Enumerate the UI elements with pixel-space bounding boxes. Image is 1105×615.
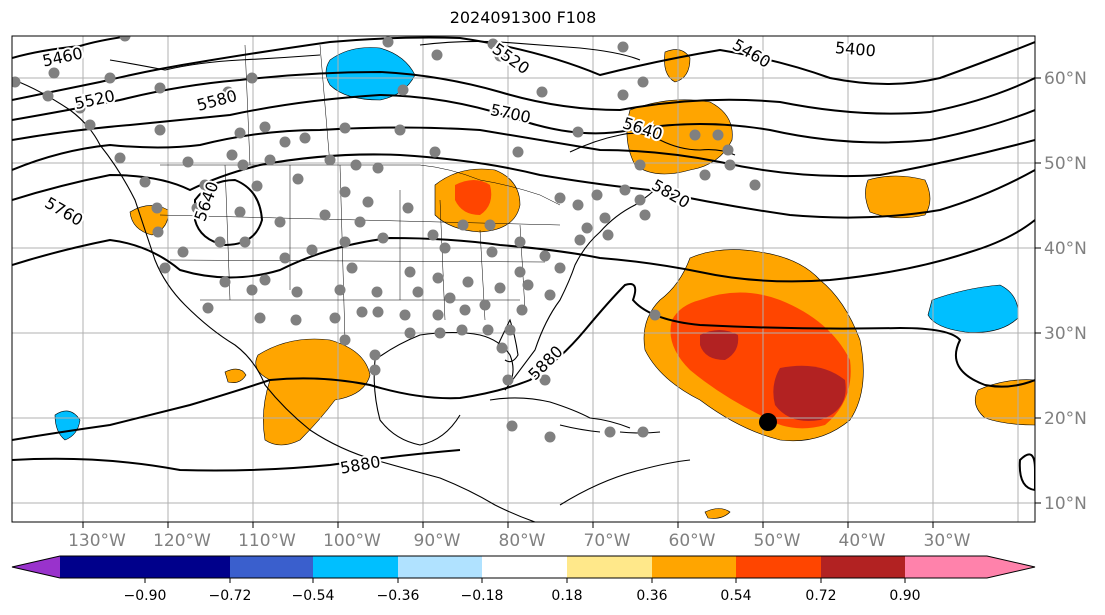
closed-low-east-atlantic — [1018, 453, 1035, 492]
colorbar-segment — [905, 556, 987, 578]
positive-anomaly-east-atlantic — [974, 379, 1035, 426]
colorbar-tick-label: 0.54 — [720, 588, 751, 604]
lon-label: 90°W — [414, 531, 461, 551]
latitude-labels: 60°N 50°N 40°N 30°N 20°N 10°N — [1044, 69, 1087, 514]
contour-5580 — [12, 70, 1035, 121]
storm-center-dot — [759, 413, 777, 431]
lat-label: 10°N — [1044, 494, 1087, 514]
map-background — [12, 36, 1035, 522]
contour-5760 — [12, 153, 1035, 219]
lat-label: 30°N — [1044, 324, 1087, 344]
lat-label: 40°N — [1044, 239, 1087, 259]
lon-label: 70°W — [584, 531, 631, 551]
map-frame — [11, 35, 1036, 523]
colorbar-tick-label: 0.90 — [889, 588, 920, 604]
colorbar-segment — [482, 556, 567, 578]
peak-anomaly-atlantic-2 — [700, 330, 739, 360]
colorbar-segment — [652, 556, 736, 578]
contour-label: 5400 — [834, 38, 876, 60]
colorbar-tick-label: −0.18 — [461, 588, 504, 604]
lon-label: 80°W — [499, 531, 546, 551]
lon-label: 30°W — [924, 531, 971, 551]
colorbar-tick-label: −0.36 — [377, 588, 420, 604]
colorbar-ticks — [144, 578, 906, 583]
colorbar-segment — [736, 556, 821, 578]
lat-label: 50°N — [1044, 154, 1087, 174]
colorbar-outline — [11, 555, 1036, 579]
contour-5520 — [12, 36, 1035, 101]
lon-label: 50°W — [754, 531, 801, 551]
colorbar: −0.90 −0.72 −0.54 −0.36 −0.18 0.18 0.36 … — [11, 555, 1036, 604]
colorbar-segment — [398, 556, 482, 578]
colorbar-tick-label: −0.90 — [124, 588, 167, 604]
colorbar-segment — [60, 556, 145, 578]
positive-anomaly-mid-atlantic — [865, 175, 931, 219]
colorbar-segment — [145, 556, 230, 578]
colorbar-segment — [313, 556, 398, 578]
longitude-labels: 130°W 120°W 110°W 100°W 90°W 80°W 70°W 6… — [68, 531, 971, 551]
lat-label: 20°N — [1044, 409, 1087, 429]
colorbar-segment — [12, 556, 60, 578]
axis-ticks — [82, 77, 1041, 528]
lon-label: 110°W — [238, 531, 296, 551]
contour-5820 — [12, 219, 1035, 283]
map-title: 2024091300 F108 — [449, 8, 597, 27]
lon-label: 100°W — [323, 531, 381, 551]
positive-anomaly-cuba — [704, 508, 731, 519]
colorbar-segment — [821, 556, 905, 578]
contour-5880-south — [12, 449, 461, 472]
colorbar-segment — [987, 556, 1035, 578]
colorbar-segment — [230, 556, 313, 578]
lon-label: 40°W — [839, 531, 886, 551]
contour-5880 — [12, 283, 1035, 441]
colorbar-tick-label: −0.72 — [209, 588, 252, 604]
station-markers — [12, 36, 761, 443]
contour-5700 — [12, 126, 1035, 178]
positive-anomaly-baja — [224, 368, 247, 383]
anomaly-shading — [54, 47, 1035, 519]
closed-low-west — [194, 178, 264, 247]
lon-label: 120°W — [153, 531, 211, 551]
colorbar-segment — [567, 556, 652, 578]
lon-label: 60°W — [669, 531, 716, 551]
peak-anomaly-atlantic — [773, 365, 846, 421]
colorbar-tick-label: 0.36 — [636, 588, 667, 604]
lat-label: 60°N — [1044, 69, 1087, 89]
colorbar-tick-label: 0.72 — [805, 588, 836, 604]
contour-5460 — [12, 36, 131, 59]
height-contours — [12, 36, 1035, 492]
contour-5640 — [12, 93, 1035, 144]
coastlines — [13, 40, 736, 522]
strong-anomaly-great-lakes — [455, 180, 492, 215]
positive-anomaly-northeast — [664, 49, 691, 83]
colorbar-tick-label: −0.54 — [292, 588, 335, 604]
lon-label: 130°W — [68, 531, 126, 551]
colorbar-tick-label: 0.18 — [551, 588, 582, 604]
